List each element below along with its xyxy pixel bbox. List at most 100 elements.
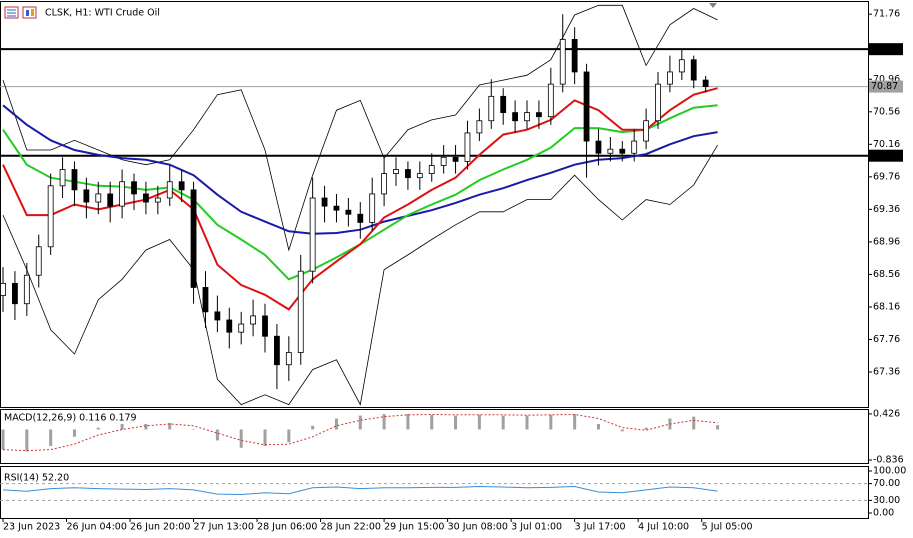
macd-bar — [72, 429, 76, 437]
rsi-panel — [0, 466, 869, 519]
macd-bar — [430, 414, 434, 430]
macd-bar — [168, 422, 172, 430]
candle-body — [262, 315, 268, 337]
level-label-box — [869, 43, 903, 56]
candle-body — [131, 181, 137, 195]
candle-body — [47, 185, 54, 248]
level-label-box — [869, 149, 903, 162]
chart-title: CLSK, H1: WTI Crude Oil — [45, 8, 160, 19]
candle-body — [536, 112, 542, 118]
candle-body — [643, 120, 649, 142]
macd-bar — [382, 414, 386, 430]
shift-marker — [709, 3, 717, 8]
candle-body — [345, 209, 352, 215]
candle-body — [226, 319, 233, 333]
x-tick-label: 27 Jun 13:00 — [194, 522, 254, 533]
macd-bar — [596, 423, 600, 430]
macd-bar — [716, 425, 720, 430]
macd-bar — [406, 414, 410, 430]
candle-body — [690, 59, 697, 81]
x-tick-label: 28 Jun 06:00 — [257, 522, 317, 533]
y-tick-label: 69.76 — [873, 171, 900, 182]
candle-body — [95, 193, 102, 203]
y-tick-label: 30.00 — [873, 495, 900, 506]
macd-bar — [25, 429, 29, 452]
candle-body — [71, 169, 78, 191]
candle-body — [59, 169, 66, 187]
candle-body — [83, 189, 90, 203]
macd-bar — [358, 415, 362, 430]
candle-body — [369, 193, 376, 223]
candle-body — [416, 173, 423, 179]
macd-panel — [0, 409, 869, 464]
candle-body — [619, 148, 626, 154]
level-label-box — [869, 80, 903, 93]
macd-bar — [96, 427, 100, 430]
candle-body — [274, 335, 280, 366]
x-tick-label: 3 Jul 17:00 — [575, 522, 626, 533]
y-tick-label: 71.76 — [873, 9, 900, 20]
candle-body — [655, 83, 661, 122]
candle-body — [297, 270, 304, 353]
candle-body — [333, 205, 340, 211]
candle-body — [214, 311, 221, 321]
candle-body — [559, 39, 566, 85]
candle-body — [166, 181, 173, 199]
candle-body — [309, 197, 316, 272]
y-tick-label: 70.00 — [873, 478, 900, 489]
candle-body — [154, 197, 161, 203]
y-tick-label: 0.00 — [873, 508, 894, 519]
macd-bar — [525, 415, 529, 430]
x-tick-label: 30 Jun 08:00 — [448, 522, 508, 533]
macd-bar — [620, 429, 624, 432]
macd-bar — [692, 416, 696, 430]
candle-body — [571, 39, 578, 73]
y-tick-label: 68.56 — [873, 269, 900, 280]
candle-body — [250, 315, 257, 325]
macd-bar — [334, 418, 338, 430]
x-tick-label: 4 Jul 10:00 — [638, 522, 689, 533]
macd-bar — [215, 429, 219, 441]
x-tick-label: 5 Jul 05:00 — [702, 522, 753, 533]
macd-bar — [1, 429, 5, 450]
macd-title: MACD(12,26,9) 0.116 0.179 — [4, 413, 137, 424]
level-label: 71.33 — [871, 44, 898, 55]
macd-bar — [454, 415, 458, 430]
x-tick-label: 26 Jun 04:00 — [67, 522, 127, 533]
candle-body — [595, 140, 602, 154]
y-tick-label: 70.56 — [873, 106, 900, 117]
candle-body — [35, 246, 42, 276]
y-tick-label: 68.96 — [873, 236, 900, 247]
macd-bar — [501, 415, 505, 430]
candle-body — [178, 181, 185, 191]
candle-body — [428, 165, 435, 174]
rsi-line — [2, 485, 718, 496]
level-label: 70.02 — [871, 150, 898, 161]
candle-body — [547, 83, 554, 118]
candle-body — [488, 95, 495, 122]
macd-bar — [477, 414, 481, 430]
candle-body — [452, 156, 459, 162]
candle-body — [583, 71, 590, 142]
macd-bar — [644, 427, 648, 430]
indicator-line — [2, 144, 718, 406]
y-tick-label: 100.00 — [873, 466, 906, 477]
candle-body — [12, 282, 18, 305]
x-tick-label: 3 Jul 01:00 — [511, 522, 562, 533]
y-tick-label: 69.36 — [873, 204, 900, 215]
level-label: 70.87 — [871, 81, 898, 92]
macd-bar — [311, 425, 315, 430]
y-tick-label: 67.76 — [873, 334, 900, 345]
macd-bar — [549, 414, 553, 430]
candle-body — [321, 197, 328, 207]
candle-body — [607, 148, 614, 154]
main-panel — [0, 1, 869, 408]
y-tick-label: 68.16 — [873, 301, 900, 312]
y-tick-label: 67.36 — [873, 367, 900, 378]
candle-body — [202, 287, 209, 313]
y-tick-label: 0.426 — [873, 408, 900, 419]
candle-body — [702, 79, 709, 87]
candle-body — [500, 95, 507, 114]
